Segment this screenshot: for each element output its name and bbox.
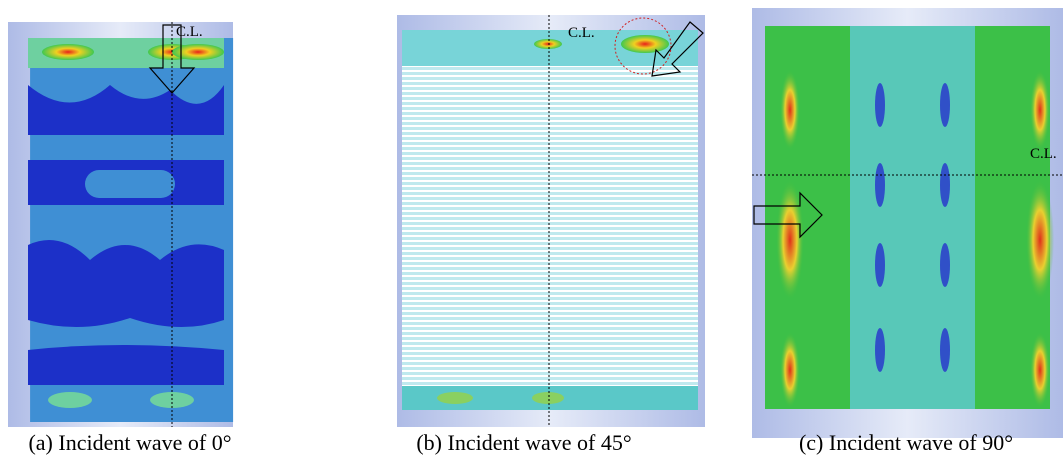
- panel-b: C.L. (b) Incident wave of 45°: [397, 15, 705, 455]
- panel-c: C.L. (c) Incident wave of 90°: [752, 8, 1063, 455]
- panel-a: C.L. (a) Incident wave of 0°: [8, 22, 234, 455]
- caption: (a) Incident wave of 0°: [28, 430, 231, 455]
- cl-label: C.L.: [1030, 146, 1057, 162]
- caption: (c) Incident wave of 90°: [799, 430, 1013, 455]
- cl-label: C.L.: [568, 25, 595, 41]
- cl-label: C.L.: [176, 24, 203, 40]
- caption: (b) Incident wave of 45°: [416, 430, 631, 455]
